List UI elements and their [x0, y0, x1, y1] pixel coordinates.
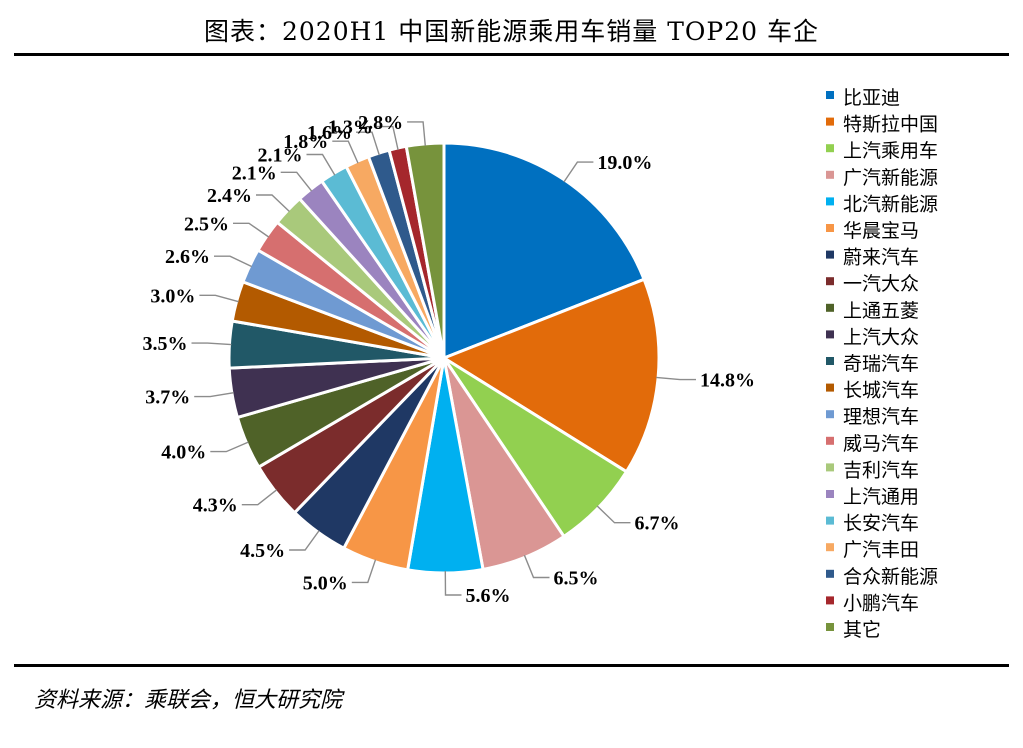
- legend-label-10: 奇瑞汽车: [843, 353, 919, 375]
- data-label-14: 2.4%: [207, 185, 252, 207]
- data-label-13: 2.5%: [184, 213, 229, 235]
- leader-line-14: [256, 194, 290, 213]
- leader-lines: [191, 121, 696, 596]
- legend-label-12: 理想汽车: [843, 406, 919, 428]
- legend-label-8: 上通五菱: [843, 300, 919, 322]
- data-label-8: 4.0%: [161, 442, 206, 464]
- leader-line-18: [356, 131, 380, 156]
- data-label-12: 2.6%: [165, 246, 210, 268]
- leader-line-0: [563, 161, 594, 183]
- data-label-18: 1.6%: [307, 122, 352, 144]
- leader-line-3: [523, 554, 550, 579]
- data-label-15: 2.1%: [232, 162, 277, 184]
- legend-swatch-10: [826, 357, 834, 365]
- legend-label-7: 一汽大众: [843, 273, 919, 295]
- leader-line-20: [407, 121, 426, 146]
- leader-line-12: [214, 255, 252, 268]
- pie-chart: 19.0% 14.8% 6.7% 6.5% 5.6% 5.0% 4.5% 4.3% 4.0% 3.…: [143, 87, 939, 641]
- legend-label-2: 上汽乘用车: [843, 140, 938, 162]
- bottom-rule: [14, 664, 1009, 667]
- data-label-19: 1.3%: [328, 117, 373, 139]
- legend-label-15: 上汽通用: [843, 486, 919, 508]
- leader-line-16: [306, 153, 336, 176]
- legend-label-19: 小鹏汽车: [843, 592, 919, 614]
- leader-line-5: [351, 559, 377, 584]
- data-label-3: 6.5%: [554, 568, 599, 590]
- legend-label-14: 吉利汽车: [843, 459, 919, 481]
- legend-swatch-12: [826, 410, 834, 419]
- legend-swatch-11: [826, 383, 834, 392]
- legend-label-4: 北汽新能源: [843, 193, 938, 215]
- legend-swatch-14: [826, 463, 834, 472]
- data-label-7: 4.3%: [193, 495, 238, 517]
- data-label-9: 3.7%: [145, 387, 190, 409]
- legend-label-20: 其它: [843, 619, 881, 641]
- legend-label-3: 广汽新能源: [843, 167, 938, 189]
- legend-swatch-20: [826, 623, 834, 631]
- legend-label-13: 威马汽车: [843, 433, 919, 455]
- source-note: 资料来源：乘联会，恒大研究院: [34, 688, 343, 713]
- legend-swatch-0: [826, 91, 834, 99]
- data-label-11: 3.0%: [150, 285, 195, 307]
- data-label-1: 14.8%: [700, 370, 755, 392]
- legend-label-16: 长安汽车: [843, 513, 919, 535]
- data-label-20: 2.8%: [358, 112, 403, 134]
- data-label-2: 6.7%: [635, 513, 680, 535]
- leader-line-8: [210, 441, 249, 453]
- leader-line-11: [199, 294, 239, 303]
- leader-line-10: [191, 342, 232, 346]
- data-label-4: 5.6%: [466, 585, 511, 607]
- data-label-6: 4.5%: [240, 540, 285, 562]
- leader-line-6: [289, 530, 320, 551]
- legend-label-17: 广汽丰田: [843, 539, 919, 561]
- legend-label-0: 比亚迪: [843, 87, 900, 109]
- legend-label-5: 华晨宝马: [843, 220, 919, 242]
- legend-swatch-15: [826, 490, 834, 498]
- leader-line-15: [280, 171, 313, 192]
- legend-swatch-13: [826, 436, 834, 445]
- legend-swatch-17: [826, 543, 834, 552]
- legend-label-11: 长城汽车: [843, 380, 919, 402]
- legend-swatch-4: [826, 197, 834, 206]
- legend-swatch-2: [826, 144, 834, 153]
- data-label-17: 1.8%: [283, 131, 328, 153]
- legend-label-9: 上汽大众: [843, 326, 919, 348]
- legend-swatch-7: [826, 277, 834, 286]
- legend-label-18: 合众新能源: [843, 566, 938, 588]
- legend-swatch-3: [826, 170, 834, 179]
- leader-line-19: [376, 125, 399, 151]
- legend-label-6: 蔚来汽车: [843, 247, 919, 269]
- data-label-16: 2.1%: [258, 145, 303, 167]
- data-labels: 19.0% 14.8% 6.7% 6.5% 5.6% 5.0% 4.5% 4.3% 4.0% 3.…: [143, 112, 756, 607]
- data-label-10: 3.5%: [143, 333, 188, 355]
- pie-slices: [227, 141, 661, 575]
- data-label-0: 19.0%: [597, 152, 652, 174]
- legend-swatch-5: [826, 224, 834, 232]
- leader-line-7: [241, 489, 278, 506]
- legend-label-1: 特斯拉中国: [843, 114, 938, 136]
- legend-swatch-8: [826, 303, 834, 312]
- legend-swatch-16: [826, 516, 834, 525]
- legend-swatch-1: [826, 117, 834, 126]
- leader-line-1: [656, 376, 696, 381]
- legend-swatch-6: [826, 250, 834, 259]
- legend-swatch-18: [826, 569, 834, 578]
- leader-line-13: [233, 222, 270, 238]
- legend: 比亚迪特斯拉中国上汽乘用车广汽新能源北汽新能源华晨宝马蔚来汽车一汽大众上通五菱上…: [826, 87, 938, 641]
- data-label-5: 5.0%: [303, 572, 348, 594]
- leader-line-4: [444, 570, 462, 596]
- legend-swatch-9: [826, 330, 834, 339]
- top-rule: [14, 53, 1009, 56]
- leader-line-9: [194, 392, 234, 398]
- leader-line-2: [596, 505, 631, 524]
- chart-title: 图表：2020H1 中国新能源乘用车销量 TOP20 车企: [204, 17, 819, 46]
- leader-line-17: [332, 140, 359, 164]
- legend-swatch-19: [826, 596, 834, 605]
